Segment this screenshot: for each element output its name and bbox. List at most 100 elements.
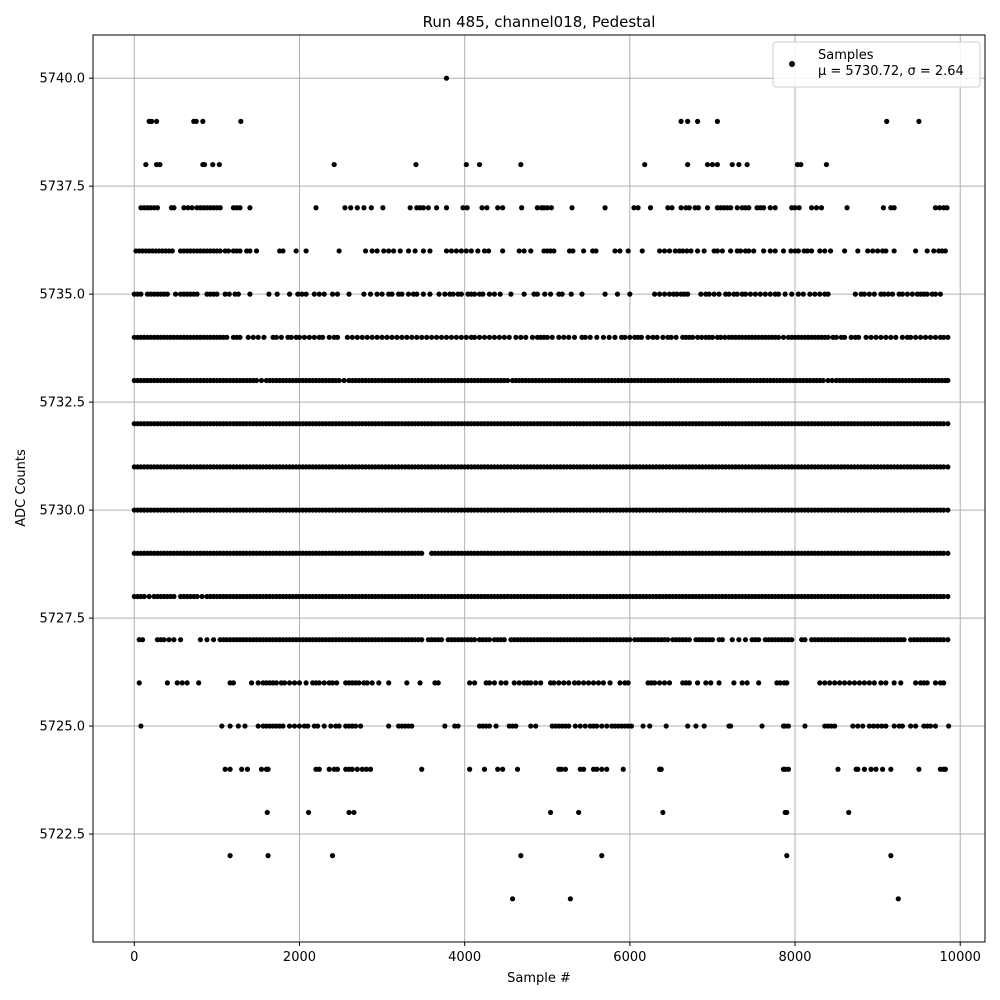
data-point	[656, 248, 663, 254]
data-point	[303, 291, 309, 297]
data-point	[299, 291, 305, 297]
data-point	[334, 766, 341, 772]
data-point	[714, 161, 721, 168]
data-point	[665, 637, 671, 643]
data-point	[405, 248, 412, 254]
data-point	[296, 723, 303, 729]
data-point	[498, 680, 504, 686]
data-point	[379, 334, 385, 340]
data-point	[888, 853, 894, 859]
data-point	[909, 291, 915, 297]
data-point	[481, 334, 488, 340]
data-point	[599, 723, 605, 729]
data-point	[932, 723, 939, 729]
data-point	[784, 809, 790, 816]
data-point	[518, 853, 524, 859]
y-tick-label: 5730.0	[40, 504, 86, 519]
data-point	[521, 291, 527, 297]
data-point	[585, 680, 592, 686]
data-point	[888, 766, 894, 772]
data-point	[196, 680, 202, 686]
x-axis-ticks: 0 2000 4000 6000 8000 10000	[130, 942, 981, 965]
data-point	[757, 291, 763, 297]
y-tick-label: 5727.5	[40, 612, 86, 627]
data-point	[255, 334, 261, 340]
data-point	[291, 680, 298, 686]
data-point	[264, 809, 270, 816]
data-point	[280, 723, 286, 729]
data-point	[833, 334, 839, 340]
data-point	[899, 291, 906, 297]
data-point	[678, 118, 684, 124]
data-point	[932, 680, 939, 686]
data-point	[668, 334, 674, 340]
data-point	[631, 205, 637, 211]
data-point	[427, 291, 433, 297]
data-point	[200, 118, 206, 124]
data-point	[885, 291, 891, 297]
data-point	[792, 205, 798, 211]
data-point	[855, 248, 861, 254]
legend-marker	[789, 61, 795, 67]
data-point	[514, 766, 521, 772]
data-point	[709, 161, 716, 168]
data-point	[349, 766, 355, 772]
data-point	[258, 766, 265, 772]
data-point	[210, 161, 216, 168]
data-point	[468, 248, 474, 254]
data-point	[698, 291, 704, 297]
data-point	[846, 809, 852, 816]
data-point	[891, 205, 897, 211]
data-point	[467, 766, 473, 772]
data-point	[673, 334, 679, 340]
data-point	[789, 291, 795, 297]
data-point	[699, 334, 705, 340]
data-point	[486, 637, 493, 643]
data-point	[762, 291, 768, 297]
data-point	[736, 637, 742, 643]
data-point	[235, 723, 241, 729]
data-point	[547, 291, 554, 297]
data-point	[945, 377, 951, 384]
data-point	[883, 334, 889, 340]
data-point	[476, 161, 483, 168]
data-point	[711, 291, 717, 297]
data-point	[316, 680, 322, 686]
data-point	[329, 853, 336, 859]
data-point	[742, 291, 749, 297]
data-point	[495, 205, 501, 211]
data-point	[442, 723, 448, 729]
data-point	[832, 723, 838, 729]
data-point	[855, 723, 861, 729]
data-point	[404, 334, 410, 340]
data-point	[701, 248, 707, 254]
data-point	[777, 680, 783, 686]
data-point	[278, 334, 284, 340]
data-point	[722, 334, 728, 340]
data-point	[363, 766, 369, 772]
data-point	[491, 680, 497, 686]
data-point	[438, 637, 445, 643]
data-point	[481, 248, 488, 254]
data-point	[913, 334, 919, 340]
data-point	[417, 680, 423, 686]
x-tick-label: 10000	[940, 950, 981, 965]
data-point	[739, 680, 745, 686]
data-point	[622, 334, 628, 340]
data-point	[239, 766, 245, 772]
data-point	[941, 464, 947, 470]
data-point	[944, 205, 950, 211]
data-point	[516, 680, 522, 686]
data-point	[523, 334, 529, 340]
data-point	[647, 205, 654, 211]
data-point	[652, 291, 658, 297]
data-point	[848, 334, 854, 340]
data-point	[686, 680, 692, 686]
data-point	[227, 853, 233, 859]
data-point	[602, 291, 608, 297]
data-point	[855, 766, 861, 772]
data-point	[433, 334, 440, 340]
data-point	[767, 248, 773, 254]
data-point	[316, 291, 322, 297]
data-point	[666, 291, 673, 297]
